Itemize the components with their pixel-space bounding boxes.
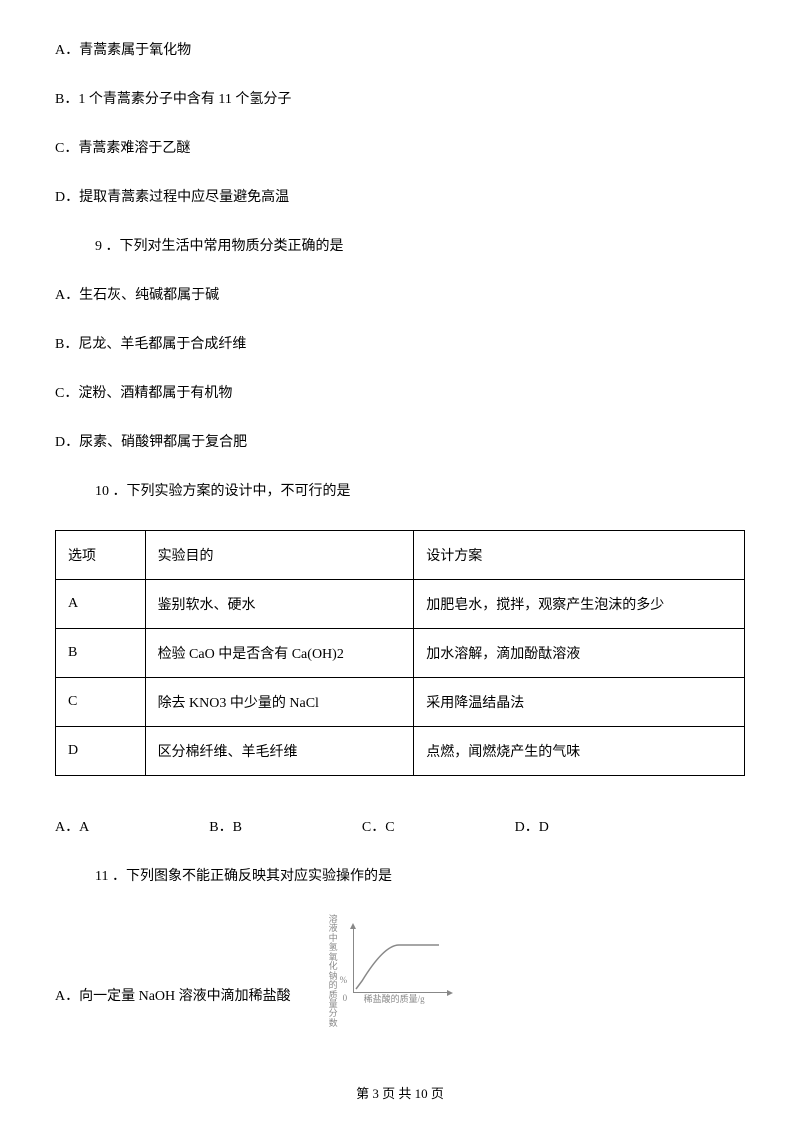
table-row: A 鉴别软水、硬水 加肥皂水，搅拌，观察产生泡沫的多少	[56, 580, 745, 629]
q10-choice-a: A．A	[55, 816, 89, 836]
table-cell: B	[56, 629, 146, 678]
chart-x-label: 稀盐酸的质量/g	[364, 992, 425, 1005]
q9-option-d: D．尿素、硝酸钾都属于复合肥	[55, 432, 745, 453]
chart-line	[356, 945, 439, 989]
table-header-row: 选项 实验目的 设计方案	[56, 531, 745, 580]
table-row: D 区分棉纤维、羊毛纤维 点燃，闻燃烧产生的气味	[56, 727, 745, 776]
q8-option-b: B．1 个青蒿素分子中含有 11 个氢分子	[55, 89, 745, 110]
chart-curve	[354, 927, 449, 992]
table-cell: D	[56, 727, 146, 776]
q11-option-a-row: A．向一定量 NaOH 溶液中滴加稀盐酸 溶液中氢氧化钠的质量分数 % 0 稀盐…	[55, 915, 745, 1005]
q10-choice-d: D．D	[515, 816, 549, 836]
q8-option-a: A．青蒿素属于氧化物	[55, 40, 745, 61]
table-cell: 点燃，闻燃烧产生的气味	[414, 727, 745, 776]
table-header-cell: 选项	[56, 531, 146, 580]
chart-y-unit: %	[340, 975, 348, 985]
table-header-cell: 实验目的	[145, 531, 414, 580]
table-cell: 加水溶解，滴加酚酞溶液	[414, 629, 745, 678]
q9-option-c: C．淀粉、酒精都属于有机物	[55, 383, 745, 404]
chart-axes	[353, 928, 448, 993]
chart-origin: 0	[343, 993, 348, 1003]
table-row: B 检验 CaO 中是否含有 Ca(OH)2 加水溶解，滴加酚酞溶液	[56, 629, 745, 678]
table-cell: 区分棉纤维、羊毛纤维	[145, 727, 414, 776]
q9-option-b: B．尼龙、羊毛都属于合成纤维	[55, 334, 745, 355]
table-row: C 除去 KNO3 中少量的 NaCl 采用降温结晶法	[56, 678, 745, 727]
table-cell: A	[56, 580, 146, 629]
q9-option-a: A．生石灰、纯碱都属于碱	[55, 285, 745, 306]
q9-stem: 9 ．下列对生活中常用物质分类正确的是	[95, 236, 745, 257]
table-cell: 加肥皂水，搅拌，观察产生泡沫的多少	[414, 580, 745, 629]
q8-option-d: D．提取青蒿素过程中应尽量避免高温	[55, 187, 745, 208]
table-cell: 检验 CaO 中是否含有 Ca(OH)2	[145, 629, 414, 678]
q10-choices: A．A B．B C．C D．D	[55, 816, 745, 836]
q11-stem: 11 ．下列图象不能正确反映其对应实验操作的是	[95, 866, 745, 887]
table-cell: 除去 KNO3 中少量的 NaCl	[145, 678, 414, 727]
chart-y-label: 溶液中氢氧化钠的质量分数	[329, 915, 341, 1028]
table-cell: 采用降温结晶法	[414, 678, 745, 727]
page-footer: 第 3 页 共 10 页	[0, 1083, 800, 1102]
table-header-cell: 设计方案	[414, 531, 745, 580]
q11-chart: 溶液中氢氧化钠的质量分数 % 0 稀盐酸的质量/g	[329, 915, 459, 1005]
q11-option-a: A．向一定量 NaOH 溶液中滴加稀盐酸	[55, 985, 291, 1005]
q10-choice-c: C．C	[362, 816, 395, 836]
table-cell: 鉴别软水、硬水	[145, 580, 414, 629]
table-cell: C	[56, 678, 146, 727]
q8-option-c: C．青蒿素难溶于乙醚	[55, 138, 745, 159]
q10-choice-b: B．B	[209, 816, 242, 836]
q10-table: 选项 实验目的 设计方案 A 鉴别软水、硬水 加肥皂水，搅拌，观察产生泡沫的多少…	[55, 530, 745, 776]
q10-stem: 10 ．下列实验方案的设计中，不可行的是	[95, 481, 745, 502]
